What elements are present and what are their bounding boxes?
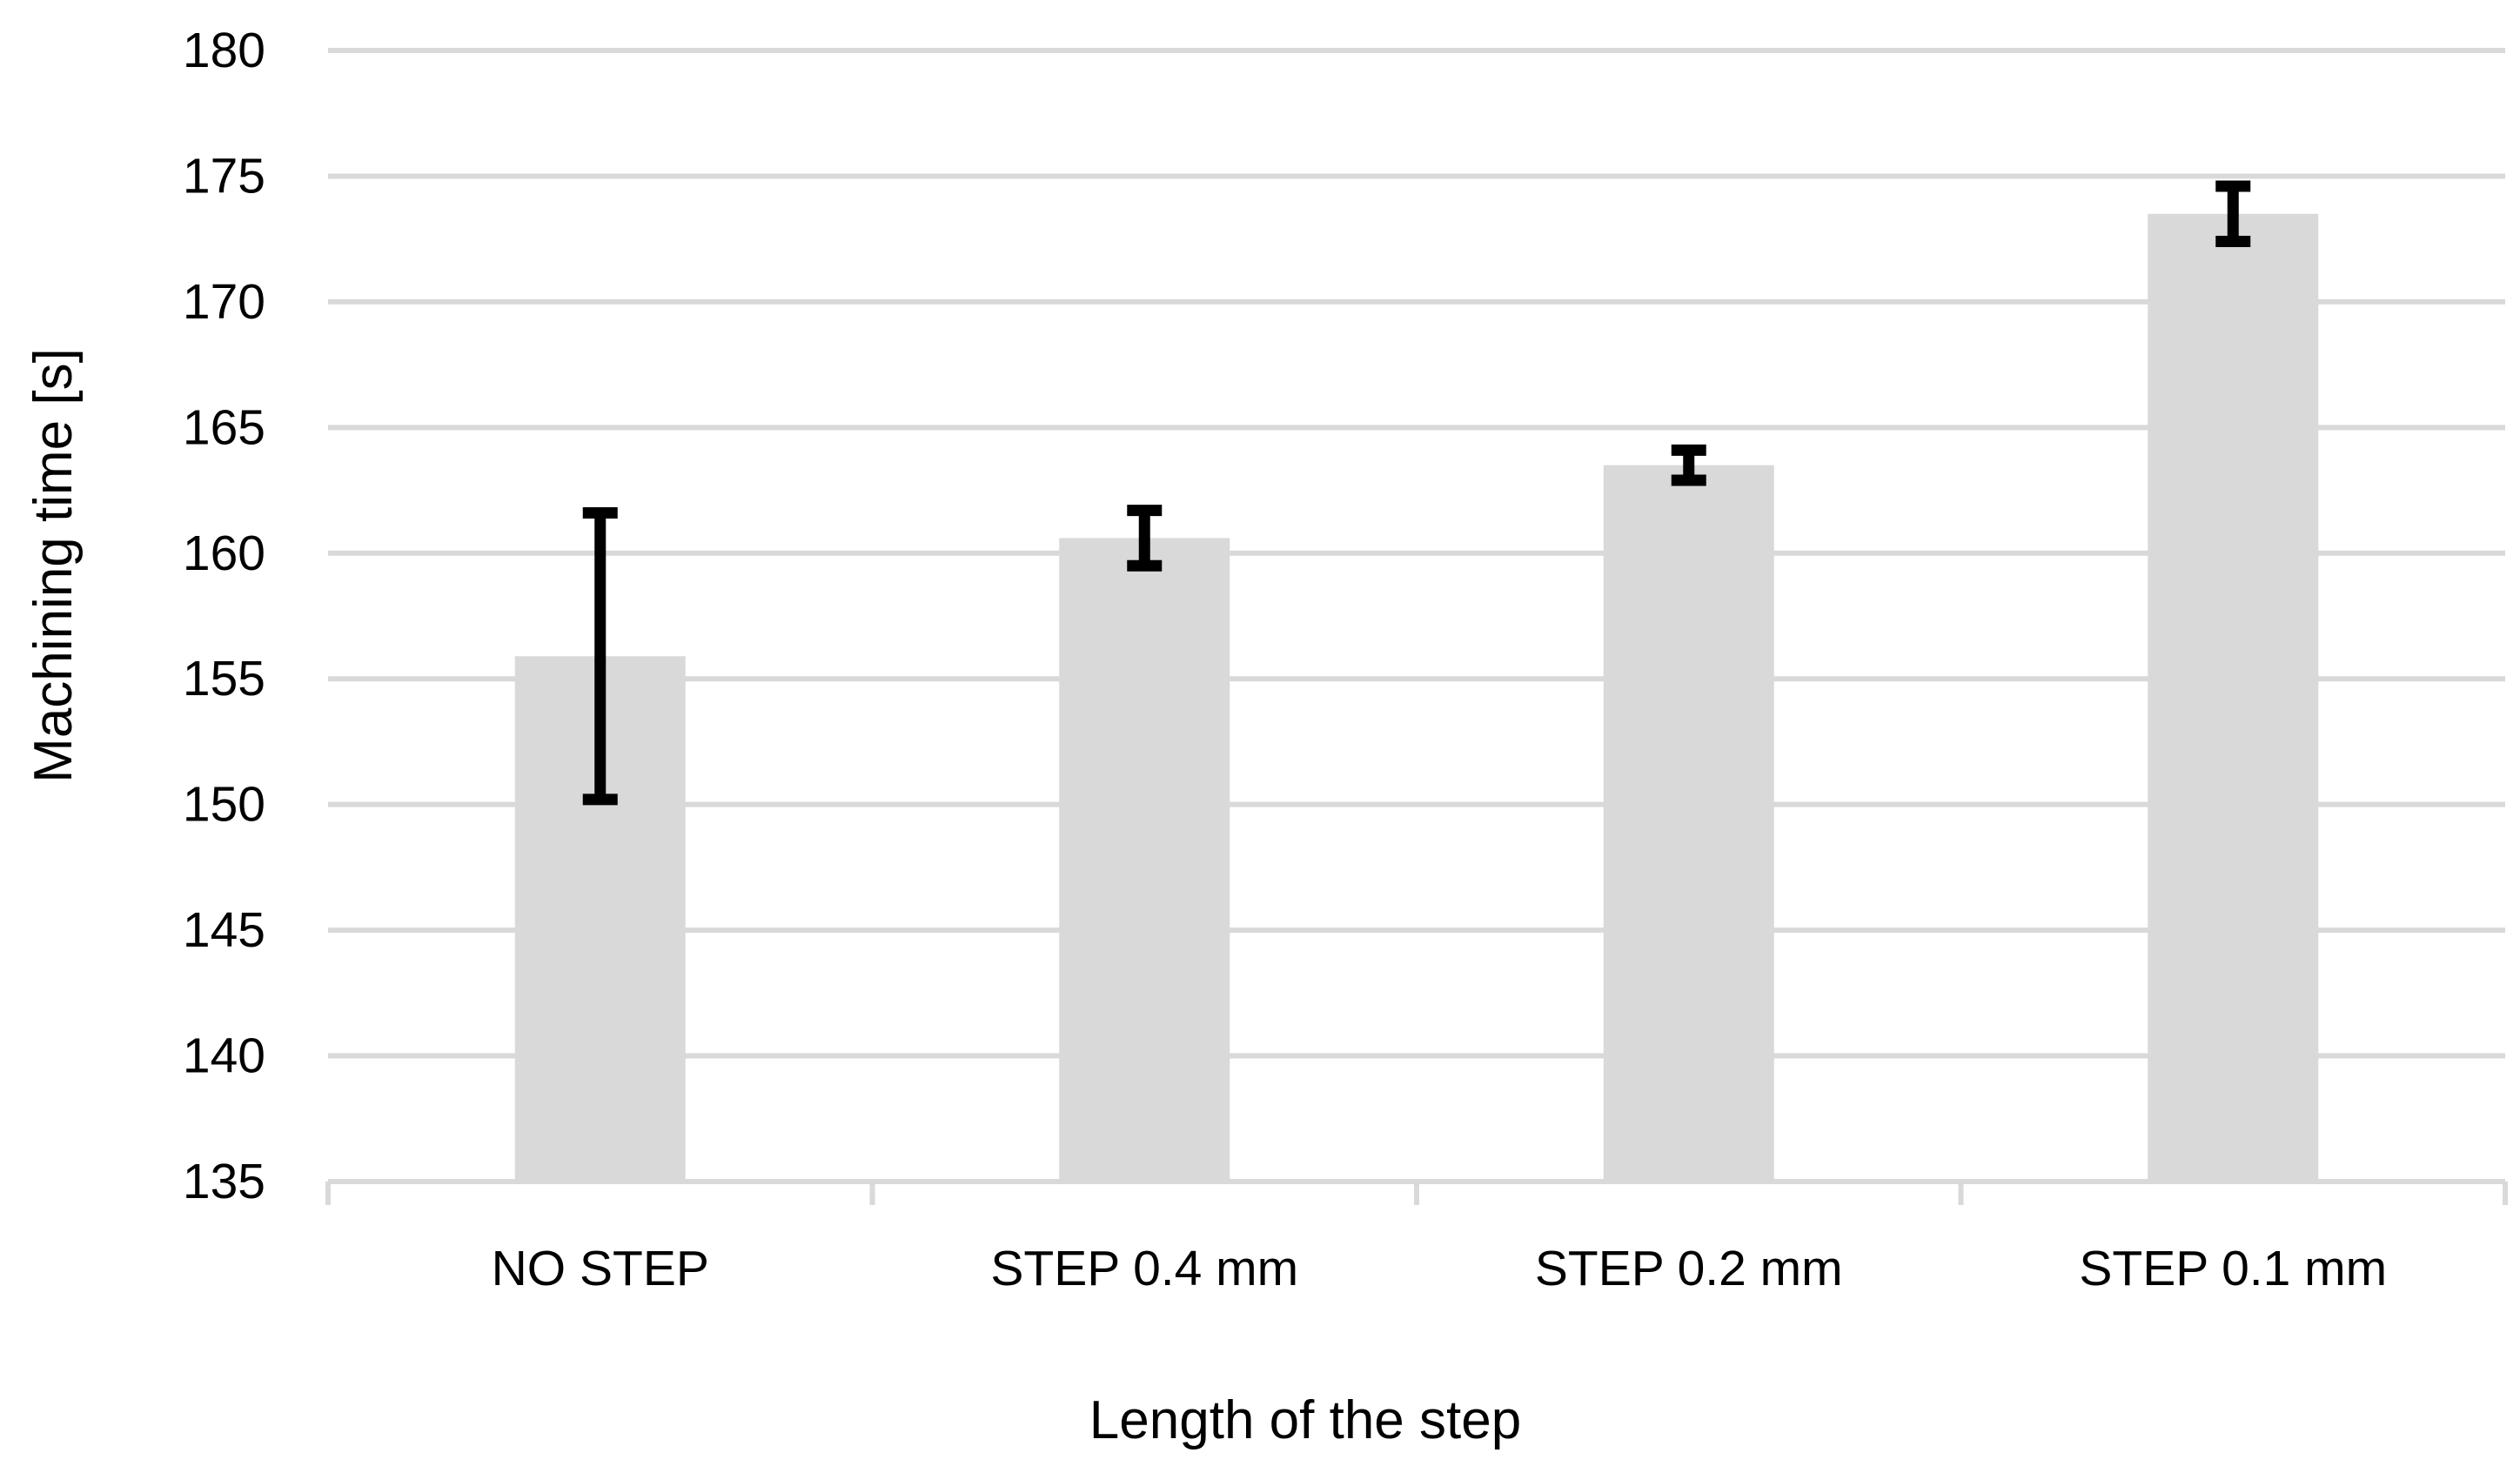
x-axis-title: Length of the step <box>1089 1390 1522 1450</box>
y-tick-label-155: 155 <box>183 651 265 706</box>
bar-step-0-2-mm <box>1603 465 1774 1182</box>
y-tick-label-150: 150 <box>183 777 265 833</box>
y-tick-label-165: 165 <box>183 399 265 455</box>
error-bar-step-0-4-mm <box>1127 505 1163 572</box>
y-tick-label-145: 145 <box>183 902 265 958</box>
y-tick-label-140: 140 <box>183 1028 265 1084</box>
bar-step-0-4-mm <box>1059 538 1230 1182</box>
bars <box>514 213 2319 1182</box>
y-tick-label-175: 175 <box>183 148 265 204</box>
bar-step-0-1-mm <box>2148 213 2319 1182</box>
y-tick-label-160: 160 <box>183 526 265 581</box>
x-category-label-no-step: NO STEP <box>492 1241 709 1296</box>
y-tick-label-170: 170 <box>183 274 265 330</box>
error-bar-step-0-2-mm <box>1671 444 1706 486</box>
y-axis-title: Machining time [s] <box>23 348 84 783</box>
x-category-label-step-0-1-mm: STEP 0.1 mm <box>2079 1241 2387 1296</box>
x-category-label-step-0-4-mm: STEP 0.4 mm <box>990 1241 1298 1296</box>
y-tick-label-135: 135 <box>183 1154 265 1209</box>
error-bar-no-step <box>582 507 618 806</box>
y-tick-label-180: 180 <box>183 23 265 78</box>
y-axis-tick-labels: 180 175 170 165 160 155 150 145 140 135 <box>183 23 265 1209</box>
error-bar-step-0-1-mm <box>2215 180 2251 248</box>
gridlines <box>328 48 2505 1059</box>
x-category-label-step-0-2-mm: STEP 0.2 mm <box>1535 1241 1843 1296</box>
